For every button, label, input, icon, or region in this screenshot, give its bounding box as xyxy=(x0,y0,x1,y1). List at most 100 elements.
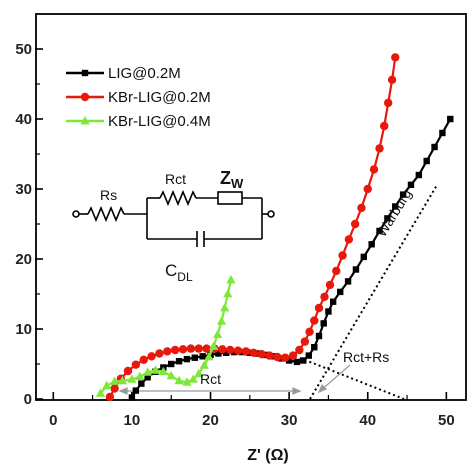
y-tick-label: 30 xyxy=(15,181,32,198)
kbr-lig-0-4m-marker xyxy=(174,375,184,385)
kbr-lig-0-2m-marker xyxy=(295,345,304,355)
kbr-lig-0-2m-marker xyxy=(273,352,282,362)
rct-rs-arrow xyxy=(317,364,351,394)
legend-entry: KBr-LIG@0.4M xyxy=(66,113,211,130)
warburg-element xyxy=(217,191,243,205)
legend-marker xyxy=(81,69,89,77)
lig-0-2m-marker xyxy=(305,352,312,359)
series-layer xyxy=(95,53,454,402)
kbr-lig-0-4m-marker xyxy=(182,377,192,386)
kbr-lig-0-2m-marker xyxy=(300,337,310,346)
lig-0-2m-marker xyxy=(132,387,140,394)
kbr-lig-0-4m-marker xyxy=(127,374,137,383)
lig-0-2m-marker xyxy=(175,358,183,365)
kbr-lig-0-2m-marker xyxy=(344,235,354,244)
cdl-label-sub: DL xyxy=(177,270,193,284)
kbr-lig-0-2m-marker xyxy=(332,266,341,276)
lig-0-2m-marker xyxy=(138,380,145,387)
kbr-lig-0-4m-marker xyxy=(220,303,230,312)
lig-0-2m-marker xyxy=(384,215,391,222)
legend-label: LIG@0.2M xyxy=(108,65,181,82)
kbr-lig-0-2m-marker xyxy=(233,346,243,355)
circuit-terminal-left xyxy=(72,210,80,218)
y-tick-label: 40 xyxy=(15,111,32,128)
tick-labels: 0 10 20 30 40 50 0 10 20 30 40 50 xyxy=(15,41,454,429)
legend: LIG@0.2M KBr-LIG@0.2M KBr-LIG@0.4M xyxy=(66,65,211,130)
legend-label: KBr-LIG@0.4M xyxy=(108,113,211,130)
kbr-lig-0-2m-marker xyxy=(265,351,274,360)
cdl-label-main: C xyxy=(165,261,177,280)
legend-marker xyxy=(80,116,90,125)
kbr-lig-0-4m-marker xyxy=(110,376,120,385)
kbr-lig-0-4m-marker xyxy=(166,370,176,380)
kbr-lig-0-2m-marker xyxy=(280,353,290,362)
kbr-lig-0-4m-marker xyxy=(188,374,198,383)
kbr-lig-0-4m-line xyxy=(99,279,233,395)
rct-annotation: Rct xyxy=(200,371,221,387)
kbr-lig-0-2m-marker xyxy=(225,345,235,355)
kbr-lig-0-2m-marker xyxy=(305,327,314,336)
kbr-lig-0-2m-marker xyxy=(380,121,389,131)
kbr-lig-0-2m-marker xyxy=(391,53,400,62)
legend-label: KBr-LIG@0.2M xyxy=(108,89,211,106)
kbr-lig-0-2m-marker xyxy=(369,165,379,174)
kbr-lig-0-2m-marker xyxy=(314,303,324,313)
kbr-lig-0-4m-marker xyxy=(226,275,236,284)
zw-label: ZW xyxy=(220,168,244,191)
kbr-lig-0-2m-marker xyxy=(110,384,119,393)
kbr-lig-0-2m-marker xyxy=(325,280,335,290)
legend-entry: KBr-LIG@0.2M xyxy=(66,89,211,106)
kbr-lig-0-4m-marker xyxy=(150,365,161,374)
kbr-lig-0-2m-marker xyxy=(178,345,188,354)
zw-label-sub: W xyxy=(231,176,244,191)
kbr-lig-0-2m-marker xyxy=(320,292,329,301)
kbr-lig-0-2m-marker xyxy=(147,352,156,361)
kbr-lig-0-4m-marker xyxy=(212,329,223,338)
zw-label-main: Z xyxy=(220,168,231,188)
y-tick-label: 10 xyxy=(15,321,32,338)
y-tick-label: 20 xyxy=(15,251,32,268)
x-tick-label: 30 xyxy=(281,412,298,429)
rs-resistor xyxy=(87,205,125,223)
kbr-lig-0-2m-marker xyxy=(350,219,360,229)
lig-0-2m-marker xyxy=(183,355,191,363)
kbr-lig-0-2m-marker xyxy=(310,316,319,325)
lig-0-2m-marker xyxy=(293,358,301,366)
lig-0-2m-marker xyxy=(285,357,293,364)
rct-label: Rct xyxy=(165,171,186,187)
lig-0-2m-marker xyxy=(415,171,423,179)
kbr-lig-0-4m-marker xyxy=(135,371,145,380)
kbr-lig-0-2m-marker xyxy=(194,344,203,353)
x-tick-label: 20 xyxy=(202,412,219,429)
lig-0-2m-marker xyxy=(329,298,337,305)
legend-marker xyxy=(80,92,90,102)
plot-frame xyxy=(35,13,467,401)
circuit-terminal-right xyxy=(267,210,275,218)
y-tick-label: 0 xyxy=(24,391,32,408)
kbr-lig-0-4m-marker xyxy=(209,341,219,350)
warburg-annotation: Warburg xyxy=(373,186,415,240)
lig-0-2m-marker xyxy=(300,357,307,364)
kbr-lig-0-2m-marker xyxy=(170,345,180,355)
lig-0-2m-marker xyxy=(352,266,360,273)
kbr-lig-0-2m-marker xyxy=(257,350,266,359)
rs-label: Rs xyxy=(100,187,117,203)
kbr-lig-0-4m-marker xyxy=(223,289,233,298)
lig-0-2m-marker xyxy=(439,129,446,137)
kbr-lig-0-4m-marker xyxy=(199,360,209,369)
kbr-lig-0-4m-marker xyxy=(102,380,112,390)
x-axis-label: Z' (Ω) xyxy=(247,447,289,464)
rct-resistor xyxy=(159,189,197,207)
kbr-lig-0-4m-marker xyxy=(216,316,227,325)
kbr-lig-0-4m-marker xyxy=(143,367,153,376)
kbr-lig-0-2m-marker xyxy=(288,351,298,360)
kbr-lig-0-2m-marker xyxy=(218,345,227,354)
kbr-lig-0-2m-marker xyxy=(357,203,366,213)
lig-0-2m-marker xyxy=(447,115,454,123)
lig-0-2m-marker xyxy=(344,278,352,285)
legend-entry: LIG@0.2M xyxy=(66,65,181,82)
kbr-lig-0-4m-marker xyxy=(95,388,106,397)
lig-0-2m-marker xyxy=(199,353,206,360)
equivalent-circuit xyxy=(72,189,275,247)
kbr-lig-0-2m-marker xyxy=(241,347,251,356)
